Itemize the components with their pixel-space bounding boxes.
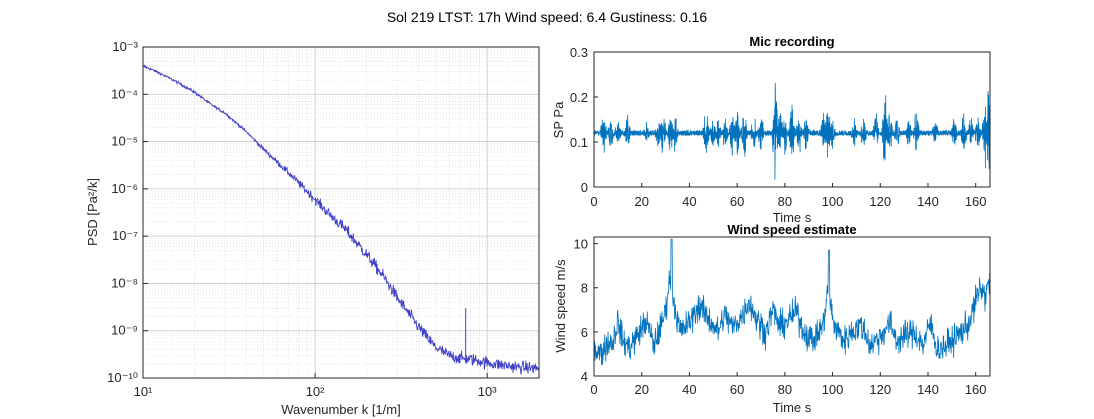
mic-title: Mic recording xyxy=(749,34,834,49)
psd-x-tick-label: 10¹ xyxy=(134,384,153,399)
psd-ylabel: PSD [Pa²/k] xyxy=(85,178,100,246)
psd-ticks: 10¹ 10² 10³ 10⁻¹⁰ 10⁻⁹ 10⁻⁸ 10⁻⁷ 10⁻⁶ 10⁻⁵ 10⁻⁴ 10… xyxy=(107,39,497,399)
psd-line-layer xyxy=(142,64,540,375)
wind-x-tick-label: 100 xyxy=(822,382,844,397)
psd-y-tick-label: 10⁻⁷ xyxy=(112,228,138,243)
mic-xlabel: Time s xyxy=(773,210,812,225)
wind-y-tick-label: 10 xyxy=(574,237,588,252)
wind-series-line xyxy=(593,238,991,366)
mic-axes-box xyxy=(593,51,991,188)
psd-y-tick-label: 10⁻⁶ xyxy=(111,181,138,196)
psd-grid xyxy=(142,46,540,379)
wind-x-tick-label: 160 xyxy=(965,382,987,397)
mic-y-tick-label: 0.1 xyxy=(570,135,588,150)
psd-y-tick-label: 10⁻⁸ xyxy=(111,275,138,290)
psd-y-tick-label: 10⁻¹⁰ xyxy=(107,370,138,385)
mic-y-tick-label: 0.3 xyxy=(570,45,588,60)
wind-axes-box xyxy=(593,236,991,377)
psd-y-tick-label: 10⁻⁴ xyxy=(111,86,138,101)
wind-x-tick-label: 80 xyxy=(778,382,792,397)
mic-series-line xyxy=(593,82,991,180)
mic-y-tick-label: 0.2 xyxy=(570,90,588,105)
mic-x-tick-label: 0 xyxy=(590,194,597,209)
mic-ticks: 0 20 40 60 80 100 120 140 160 0 0.1 0.2 0.3 xyxy=(570,45,987,209)
mic-x-tick-label: 20 xyxy=(634,194,648,209)
psd-y-tick-label: 10⁻⁹ xyxy=(111,323,138,338)
psd-y-tick-label: 10⁻⁵ xyxy=(111,134,138,149)
psd-x-tick-label: 10² xyxy=(306,384,325,399)
mic-x-tick-label: 80 xyxy=(778,194,792,209)
psd-xlabel: Wavenumber k [1/m] xyxy=(281,402,400,417)
mic-line-layer xyxy=(593,82,991,180)
wind-x-tick-label: 140 xyxy=(917,382,939,397)
mic-x-tick-label: 100 xyxy=(822,194,844,209)
wind-title: Wind speed estimate xyxy=(727,222,856,237)
wind-x-tick-label: 40 xyxy=(682,382,696,397)
wind-x-tick-label: 0 xyxy=(590,382,597,397)
mic-y-tick-label: 0 xyxy=(581,180,588,195)
mic-x-tick-label: 120 xyxy=(869,194,891,209)
psd-x-tick-label: 10³ xyxy=(478,384,497,399)
mic-panel: 0 20 40 60 80 100 120 140 160 0 0.1 0.2 0.3 Mic reco… xyxy=(551,34,991,225)
wind-line-layer xyxy=(593,238,991,366)
mic-x-tick-label: 40 xyxy=(682,194,696,209)
wind-x-tick-label: 20 xyxy=(634,382,648,397)
wind-ylabel: Wind speed m/s xyxy=(553,259,568,353)
wind-y-tick-label: 4 xyxy=(581,369,588,384)
psd-y-tick-label: 10⁻³ xyxy=(112,39,138,54)
wind-xlabel: Time s xyxy=(773,400,812,415)
wind-ticks: 0 20 40 60 80 100 120 140 160 4 6 8 10 xyxy=(574,237,987,397)
wind-x-tick-label: 120 xyxy=(869,382,891,397)
psd-series-line xyxy=(142,64,540,375)
mic-x-tick-label: 140 xyxy=(917,194,939,209)
mic-ylabel: SP Pa xyxy=(551,101,566,138)
psd-panel: 10¹ 10² 10³ 10⁻¹⁰ 10⁻⁹ 10⁻⁸ 10⁻⁷ 10⁻⁶ 10⁻⁵ 10⁻⁴ 10… xyxy=(85,39,540,417)
mic-x-tick-label: 60 xyxy=(730,194,744,209)
wind-y-tick-label: 8 xyxy=(581,281,588,296)
mic-x-tick-label: 160 xyxy=(965,194,987,209)
wind-x-tick-label: 60 xyxy=(730,382,744,397)
psd-axes-box xyxy=(142,46,540,379)
figure-title: Sol 219 LTST: 17h Wind speed: 6.4 Gustin… xyxy=(387,9,708,25)
wind-y-tick-label: 6 xyxy=(581,325,588,340)
wind-panel: 0 20 40 60 80 100 120 140 160 4 6 8 10 Wind speed es… xyxy=(553,222,991,415)
